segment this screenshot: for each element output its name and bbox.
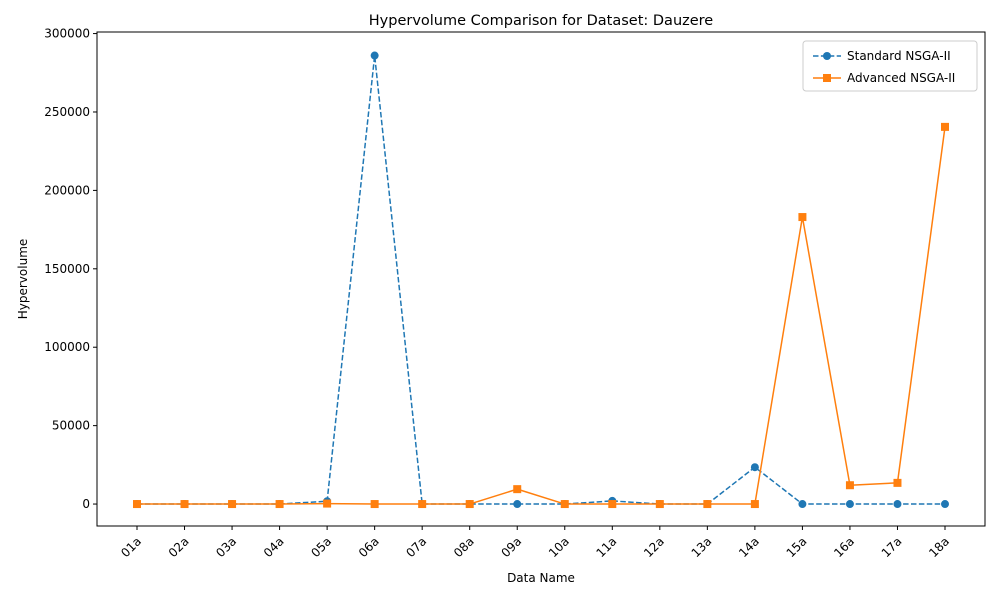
y-tick-label: 200000 [44, 183, 90, 197]
data-point-advanced [798, 213, 807, 222]
y-axis-label: Hypervolume [16, 239, 30, 320]
data-point-advanced [513, 485, 522, 494]
data-point-standard [513, 500, 522, 509]
x-axis-label: Data Name [507, 571, 575, 585]
data-point-advanced [228, 500, 237, 509]
y-tick-label: 50000 [52, 419, 90, 433]
data-point-advanced [750, 500, 759, 509]
legend-label-advanced: Advanced NSGA-II [847, 71, 955, 85]
data-point-advanced [133, 500, 141, 509]
data-point-standard [941, 500, 949, 509]
legend-marker-advanced [823, 74, 831, 82]
data-point-advanced [275, 500, 284, 509]
legend-box [802, 40, 978, 92]
data-point-advanced [180, 500, 189, 509]
y-tick-label: 0 [82, 497, 90, 511]
data-point-advanced [418, 500, 427, 509]
data-point-standard [845, 500, 854, 509]
data-point-standard [798, 500, 807, 509]
data-point-advanced [845, 481, 854, 490]
y-tick-label: 150000 [44, 262, 90, 276]
y-tick-label: 100000 [44, 340, 90, 354]
data-point-advanced [560, 500, 569, 509]
data-point-standard [750, 463, 759, 472]
series-layer [133, 51, 949, 509]
data-point-advanced [323, 499, 332, 508]
data-point-advanced [655, 500, 664, 509]
legend-marker-standard [823, 52, 831, 60]
data-point-advanced [703, 500, 712, 509]
data-point-standard [893, 500, 902, 509]
plot-area-frame [96, 31, 986, 527]
data-point-advanced [893, 478, 902, 487]
data-point-advanced [941, 122, 949, 131]
series-line-1 [137, 126, 946, 505]
data-point-advanced [608, 500, 617, 509]
data-point-advanced [465, 500, 474, 509]
data-point-advanced [370, 500, 379, 509]
y-axis-ticks: 0 50000 100000 150000 200000 250000 300000 [44, 27, 97, 511]
y-tick-label: 300000 [44, 27, 90, 41]
y-tick-label: 250000 [44, 105, 90, 119]
data-point-standard [370, 51, 379, 60]
chart-title: Hypervolume Comparison for Dataset: Dauz… [369, 13, 714, 29]
legend-label-standard: Standard NSGA-II [847, 49, 951, 63]
legend: Standard NSGA-II Advanced NSGA-II [802, 40, 978, 92]
